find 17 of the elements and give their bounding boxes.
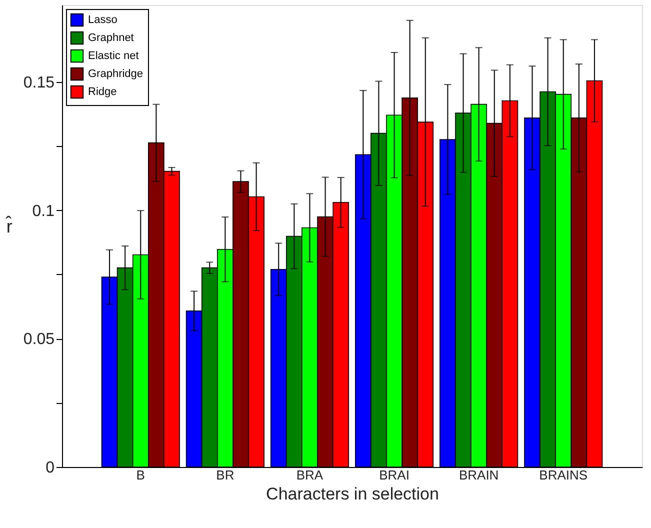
y-tick-label: 0.05	[23, 331, 55, 348]
y-tick-label: 0.1	[32, 202, 55, 220]
y-axis-title: r̂	[5, 215, 12, 236]
x-tick-label: BR	[216, 468, 234, 482]
y-tick-label: 0	[46, 460, 55, 476]
x-tick-label: BRAI	[379, 468, 410, 482]
legend-label: Ridge	[88, 86, 117, 98]
legend-label: Graphridge	[88, 68, 144, 80]
x-tick-label: BRAIN	[458, 468, 499, 482]
legend-label: Lasso	[88, 14, 118, 26]
x-tick-label: BRA	[296, 468, 324, 482]
y-tick-label: 0.15	[23, 74, 55, 92]
x-tick-label: B	[136, 468, 145, 482]
x-tick-label: BRAINS	[539, 468, 588, 482]
legend-label: Graphnet	[88, 32, 134, 44]
x-axis-title: Characters in selection	[266, 484, 439, 504]
legend-label: Elastic net	[88, 50, 139, 62]
